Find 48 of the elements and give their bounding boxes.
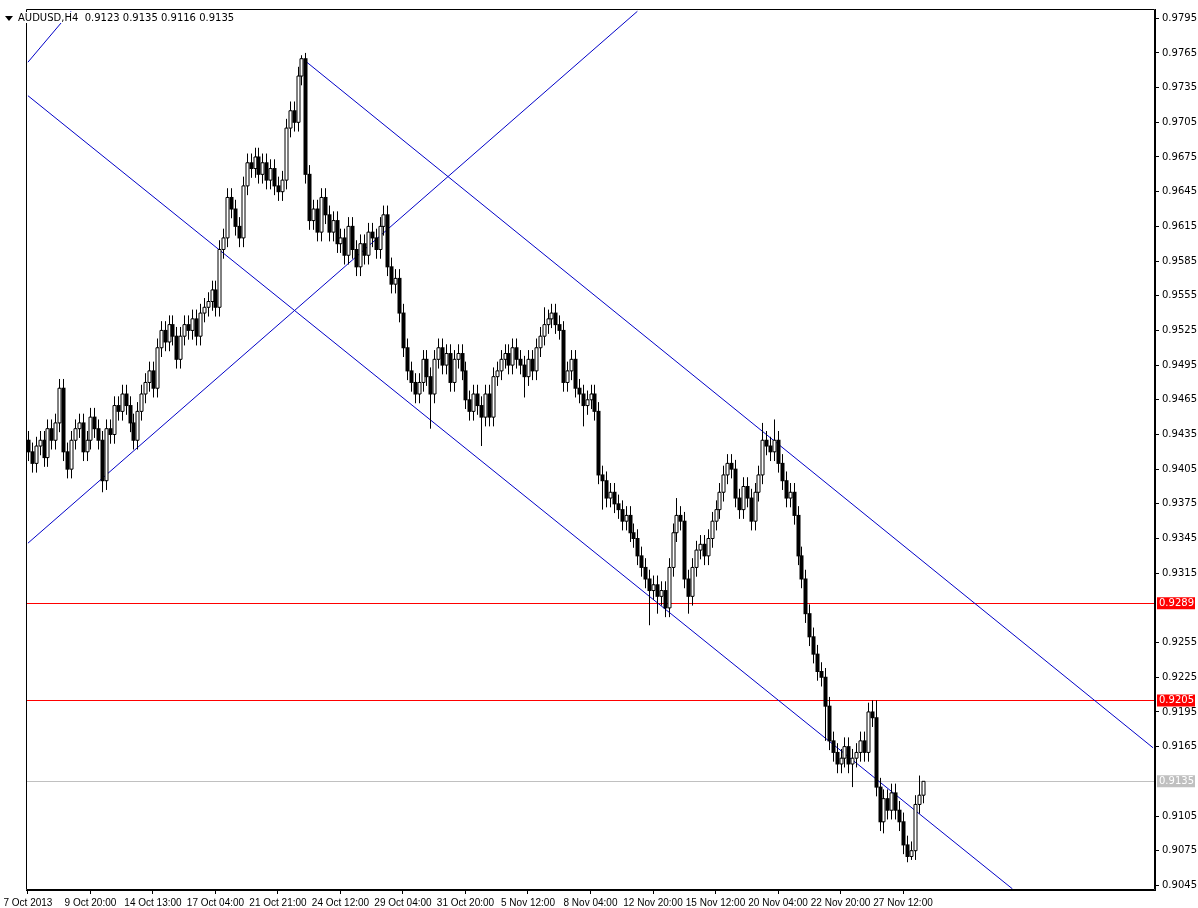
x-tick-label: 29 Oct 04:00: [374, 896, 433, 908]
y-tick-label: 0.9525: [1162, 324, 1197, 336]
ref-line-label: 0.9205: [1159, 693, 1194, 705]
y-tick-label: 0.9345: [1162, 532, 1197, 544]
x-tick-label: 27 Nov 12:00: [873, 896, 934, 908]
x-tick-label: 12 Nov 20:00: [623, 896, 684, 908]
y-tick-label: 0.9495: [1162, 358, 1197, 370]
y-tick-label: 0.9705: [1162, 115, 1197, 127]
x-tick-label: 5 Nov 12:00: [501, 896, 556, 908]
y-tick-label: 0.9225: [1162, 670, 1197, 682]
y-tick-label: 0.9195: [1162, 705, 1197, 717]
x-tick-label: 31 Oct 20:00: [436, 896, 495, 908]
candlestick: [604, 470, 609, 508]
y-tick-label: 0.9765: [1162, 46, 1197, 58]
x-tick-label: 24 Oct 12:00: [311, 896, 370, 908]
y-tick-label: 0.9165: [1162, 740, 1197, 752]
ref-line-label: 0.9135: [1159, 774, 1194, 786]
y-tick-label: 0.9735: [1162, 81, 1197, 93]
y-tick-label: 0.9465: [1162, 393, 1197, 405]
x-tick-label: 15 Nov 12:00: [685, 896, 746, 908]
x-tick-label: 20 Nov 04:00: [748, 896, 809, 908]
y-tick-label: 0.9645: [1162, 185, 1197, 197]
y-tick-label: 0.9615: [1162, 219, 1197, 231]
x-tick-label: 9 Oct 20:00: [64, 896, 117, 908]
x-tick-label: 7 Oct 2013: [3, 896, 53, 908]
y-tick-label: 0.9675: [1162, 150, 1197, 162]
y-tick-label: 0.9435: [1162, 428, 1197, 440]
y-tick-label: 0.9795: [1162, 11, 1197, 23]
y-tick-label: 0.9375: [1162, 497, 1197, 509]
y-tick-label: 0.9075: [1162, 844, 1197, 856]
y-tick-label: 0.9105: [1162, 809, 1197, 821]
x-tick-label: 8 Nov 04:00: [563, 896, 618, 908]
x-tick-label: 14 Oct 13:00: [124, 896, 183, 908]
candlestick: [647, 569, 652, 626]
y-tick-label: 0.9555: [1162, 289, 1197, 301]
x-tick-label: 17 Oct 04:00: [186, 896, 245, 908]
y-tick-label: 0.9405: [1162, 462, 1197, 474]
y-tick-label: 0.9255: [1162, 636, 1197, 648]
ref-line-label: 0.9289: [1159, 596, 1194, 608]
x-tick-label: 21 Oct 21:00: [249, 896, 308, 908]
candlestick: [620, 499, 625, 531]
candlestick: [655, 575, 660, 615]
chart-title: AUDUSD,H4 0.9123 0.9135 0.9116 0.9135: [16, 12, 237, 23]
x-tick-label: 22 Nov 20:00: [810, 896, 871, 908]
y-tick-label: 0.9045: [1162, 878, 1197, 890]
candlestick: [514, 338, 519, 370]
y-tick-label: 0.9585: [1162, 254, 1197, 266]
y-tick-label: 0.9315: [1162, 566, 1197, 578]
